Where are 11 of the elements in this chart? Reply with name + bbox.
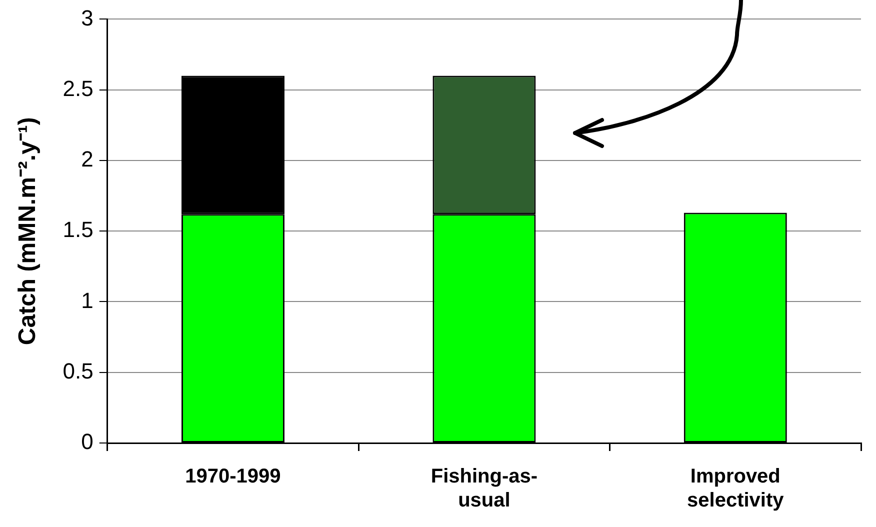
y-tick-label: 2.5 bbox=[62, 76, 94, 101]
y-axis-title: Catch (mMN.m⁻².y⁻¹) bbox=[14, 117, 42, 346]
y-tick-label: 0 bbox=[81, 429, 94, 454]
x-tick-label: Improved selectivity bbox=[687, 466, 785, 512]
y-tick-label: 2 bbox=[81, 146, 94, 172]
x-tick-label: Fishing-as-usual bbox=[430, 466, 538, 512]
x-tick-label: 1970-1999 bbox=[185, 466, 281, 488]
y-tick-label: 3 bbox=[81, 5, 94, 30]
y-tick-label: 1 bbox=[81, 288, 94, 313]
y-tick-label: 1.5 bbox=[62, 217, 94, 242]
y-tick-label: 0.5 bbox=[62, 358, 94, 384]
